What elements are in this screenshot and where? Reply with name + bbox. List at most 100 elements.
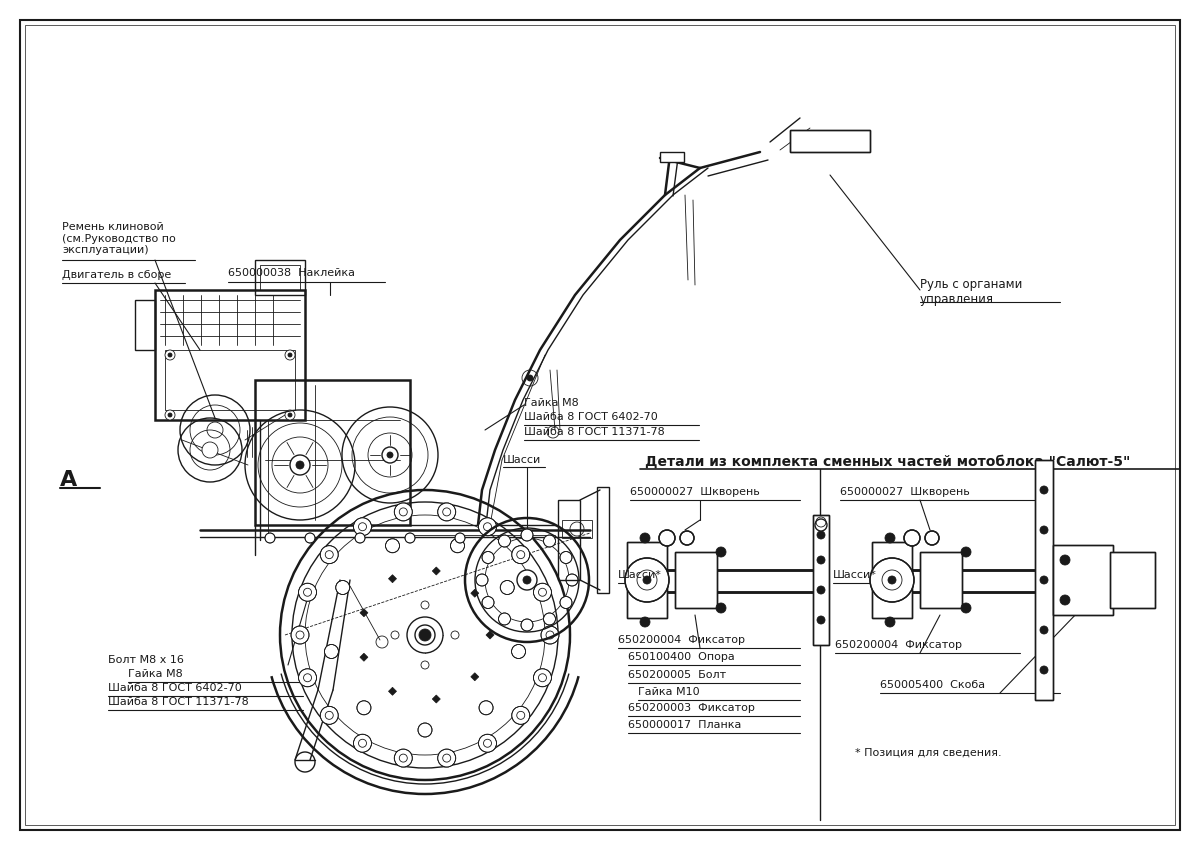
Circle shape (680, 531, 694, 545)
Circle shape (1060, 555, 1070, 565)
Circle shape (870, 558, 914, 602)
Text: 650200004  Фиксатор: 650200004 Фиксатор (618, 635, 745, 645)
Circle shape (534, 669, 552, 687)
Text: 650200004  Фиксатор: 650200004 Фиксатор (835, 640, 962, 650)
Text: Шасси*: Шасси* (618, 570, 662, 580)
Polygon shape (389, 575, 396, 582)
Bar (920, 552, 962, 608)
Circle shape (560, 552, 572, 564)
Circle shape (304, 674, 312, 682)
Circle shape (166, 410, 175, 420)
Circle shape (455, 533, 466, 543)
Circle shape (202, 442, 218, 458)
Circle shape (517, 551, 524, 559)
Circle shape (421, 601, 430, 609)
Circle shape (886, 617, 895, 627)
Text: Двигатель в сборе: Двигатель в сборе (62, 270, 172, 280)
Circle shape (443, 508, 451, 516)
Circle shape (354, 734, 372, 752)
Circle shape (421, 661, 430, 669)
Circle shape (400, 754, 407, 762)
Bar (1110, 552, 1154, 608)
Bar (674, 552, 718, 608)
Text: 650000027  Шкворень: 650000027 Шкворень (630, 487, 760, 497)
Bar (1054, 545, 1114, 615)
Circle shape (415, 625, 436, 645)
Text: А: А (60, 470, 77, 490)
Circle shape (523, 576, 530, 584)
Polygon shape (470, 672, 479, 681)
Bar (630, 570, 820, 592)
Circle shape (1040, 626, 1048, 634)
Text: 650200005  Болт: 650200005 Болт (628, 670, 726, 680)
Text: Шайба 8 ГОСТ 6402-70: Шайба 8 ГОСТ 6402-70 (108, 683, 241, 693)
Circle shape (1060, 595, 1070, 605)
Bar (790, 130, 870, 152)
Circle shape (482, 552, 494, 564)
Bar (155, 290, 305, 420)
Circle shape (544, 613, 556, 625)
Circle shape (500, 581, 515, 594)
Circle shape (541, 626, 559, 644)
Circle shape (539, 588, 546, 596)
Circle shape (498, 613, 510, 625)
Circle shape (539, 674, 546, 682)
Text: 650200003  Фиксатор: 650200003 Фиксатор (628, 703, 755, 713)
Circle shape (815, 519, 827, 531)
Bar (630, 570, 820, 592)
Circle shape (511, 644, 526, 659)
Circle shape (643, 576, 650, 584)
Circle shape (304, 588, 312, 596)
Bar (558, 500, 580, 580)
Circle shape (320, 546, 338, 564)
Circle shape (716, 547, 726, 557)
Bar (875, 570, 1045, 592)
Circle shape (325, 711, 334, 719)
Circle shape (904, 530, 920, 546)
Bar (814, 515, 829, 645)
Bar (260, 265, 300, 290)
Circle shape (208, 422, 223, 438)
Circle shape (395, 749, 413, 767)
Circle shape (640, 617, 650, 627)
Circle shape (484, 523, 492, 531)
Bar (872, 542, 912, 618)
Text: * Позиция для сведения.: * Позиция для сведения. (854, 748, 1002, 758)
Circle shape (299, 583, 317, 601)
Circle shape (391, 631, 398, 639)
Circle shape (296, 631, 304, 639)
Circle shape (511, 706, 529, 724)
Circle shape (443, 754, 451, 762)
Bar (256, 260, 305, 295)
Text: 650005400  Скоба: 650005400 Скоба (880, 680, 985, 690)
Circle shape (888, 576, 896, 584)
Circle shape (305, 533, 314, 543)
Circle shape (511, 546, 529, 564)
Circle shape (407, 617, 443, 653)
Text: Гайка М10: Гайка М10 (638, 687, 700, 697)
Circle shape (386, 452, 394, 458)
Text: Шайба 8 ГОСТ 6402-70: Шайба 8 ГОСТ 6402-70 (524, 412, 658, 422)
Circle shape (355, 533, 365, 543)
Circle shape (534, 583, 552, 601)
Text: Шасси: Шасси (503, 455, 541, 465)
Polygon shape (432, 695, 440, 703)
Circle shape (484, 739, 492, 747)
Circle shape (265, 533, 275, 543)
Text: 650100400  Опора: 650100400 Опора (628, 652, 734, 662)
Circle shape (479, 518, 497, 536)
Circle shape (385, 539, 400, 553)
Circle shape (438, 503, 456, 521)
Text: 650000027  Шкворень: 650000027 Шкворень (840, 487, 970, 497)
Text: Ремень клиновой
(см.Руководство по
эксплуатации): Ремень клиновой (см.Руководство по экспл… (62, 222, 175, 256)
Circle shape (521, 529, 533, 541)
Circle shape (356, 700, 371, 715)
Text: Шайба 8 ГОСТ 11371-78: Шайба 8 ГОСТ 11371-78 (524, 427, 665, 437)
Polygon shape (432, 567, 440, 575)
Bar (628, 542, 667, 618)
Circle shape (517, 711, 524, 719)
Bar (674, 552, 718, 608)
Circle shape (419, 629, 431, 641)
Bar (628, 542, 667, 618)
Polygon shape (486, 631, 494, 639)
